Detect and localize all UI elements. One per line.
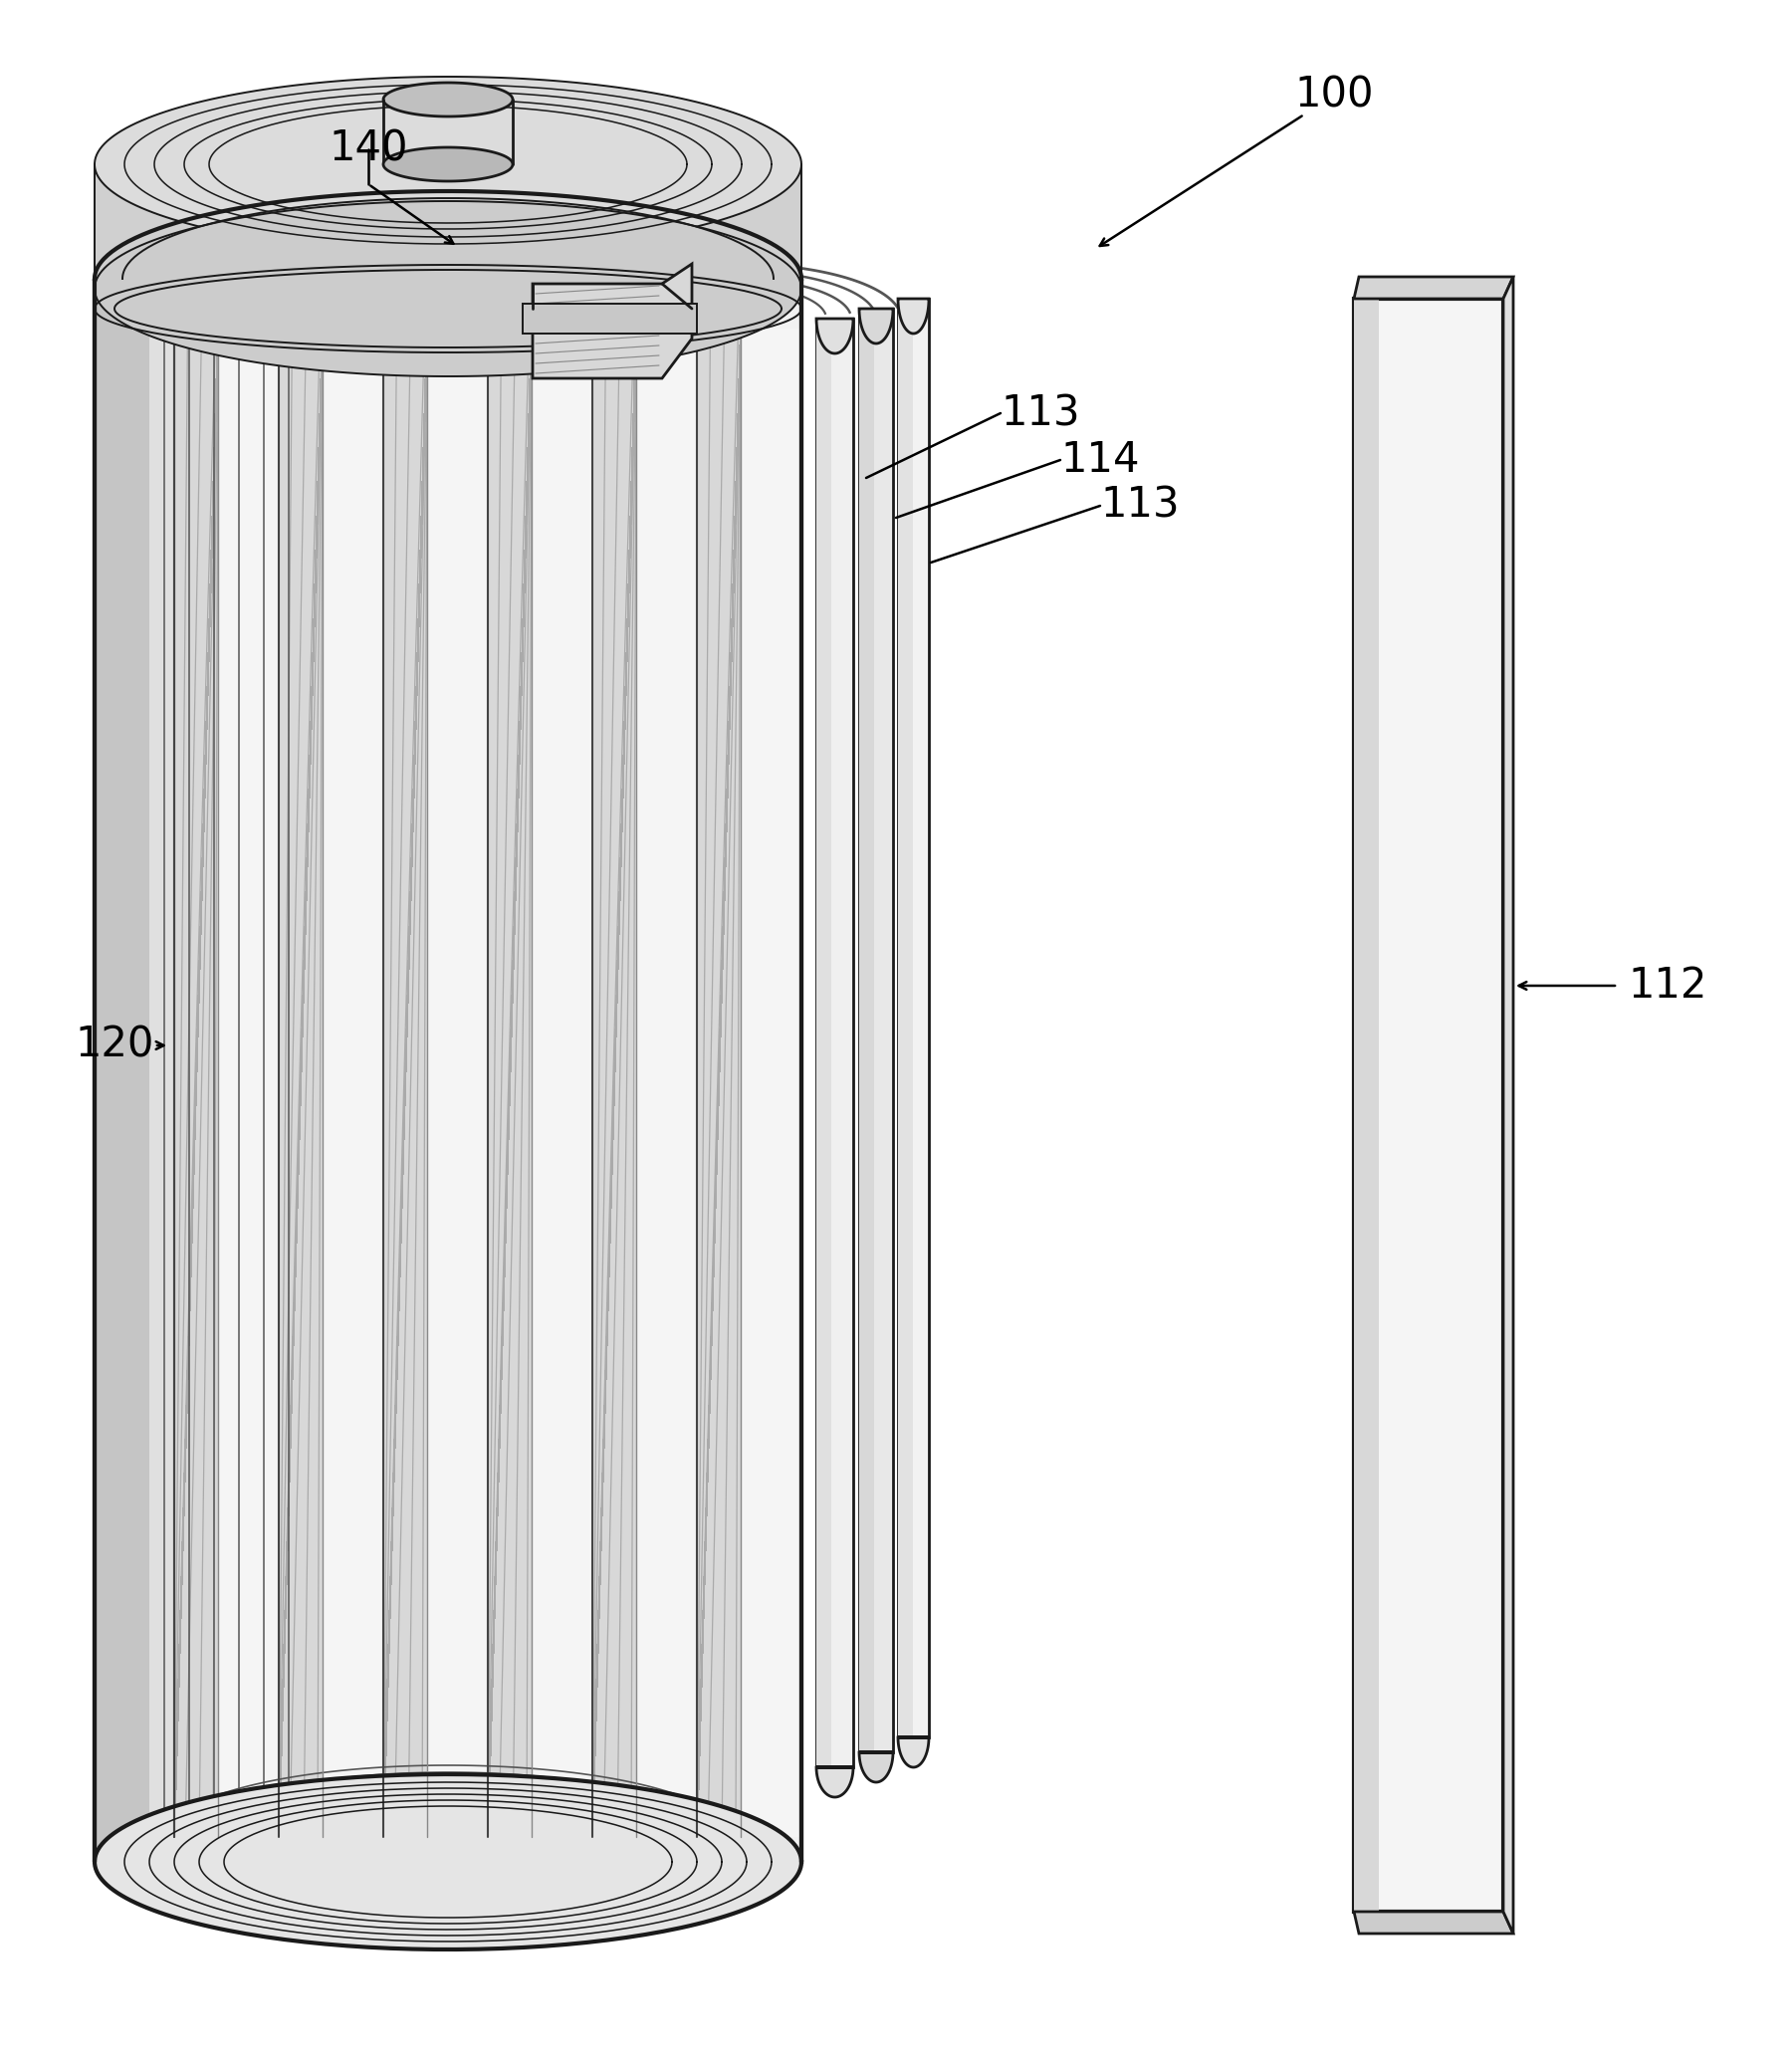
Polygon shape [95, 202, 801, 377]
Polygon shape [1355, 298, 1503, 1912]
Polygon shape [1503, 276, 1512, 1935]
Polygon shape [740, 329, 801, 1838]
Polygon shape [636, 329, 697, 1838]
Polygon shape [323, 329, 383, 1838]
Text: 112: 112 [1627, 965, 1706, 1006]
Polygon shape [95, 1774, 801, 1949]
Polygon shape [898, 298, 928, 1737]
Text: 100: 100 [1294, 74, 1373, 115]
Polygon shape [95, 278, 179, 1862]
Polygon shape [487, 329, 532, 1838]
Polygon shape [898, 298, 928, 333]
Polygon shape [1355, 1912, 1512, 1935]
Polygon shape [898, 298, 912, 1737]
Polygon shape [858, 309, 892, 344]
Text: 114: 114 [1061, 438, 1140, 482]
Polygon shape [858, 309, 874, 1751]
Polygon shape [858, 1751, 892, 1782]
Polygon shape [817, 1768, 853, 1797]
Polygon shape [95, 278, 149, 1862]
Polygon shape [280, 329, 323, 1838]
Polygon shape [95, 278, 801, 1862]
Polygon shape [426, 329, 487, 1838]
Polygon shape [95, 191, 801, 278]
Polygon shape [174, 329, 219, 1838]
Polygon shape [593, 329, 636, 1838]
Polygon shape [523, 305, 697, 333]
Polygon shape [219, 329, 280, 1838]
Polygon shape [95, 165, 801, 288]
Polygon shape [697, 329, 740, 1838]
Text: 140: 140 [328, 128, 409, 171]
Polygon shape [898, 1737, 928, 1768]
Text: 113: 113 [1100, 486, 1179, 527]
Polygon shape [817, 319, 831, 1768]
Polygon shape [532, 329, 593, 1838]
Polygon shape [174, 329, 801, 1838]
Polygon shape [383, 148, 513, 181]
Polygon shape [95, 76, 801, 251]
Polygon shape [532, 263, 692, 379]
Polygon shape [383, 329, 426, 1838]
Polygon shape [1355, 276, 1512, 298]
Polygon shape [1355, 298, 1378, 1912]
Polygon shape [858, 309, 892, 1751]
Text: 113: 113 [1000, 393, 1081, 434]
Polygon shape [817, 319, 853, 354]
Polygon shape [383, 82, 513, 117]
Polygon shape [817, 319, 853, 1768]
Text: 120: 120 [75, 1025, 154, 1066]
